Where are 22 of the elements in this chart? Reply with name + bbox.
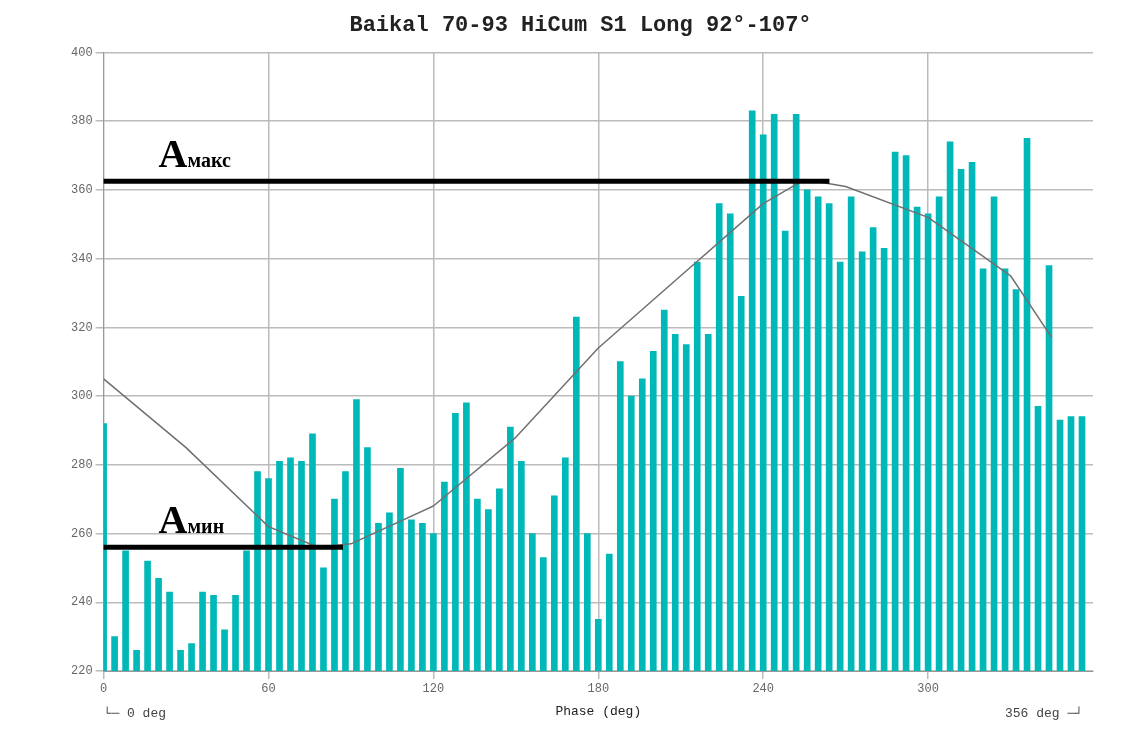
y-tick-label: 300 <box>70 389 93 404</box>
y-tick-label: 380 <box>70 114 93 129</box>
chart-title: Baikal 70-93 HiCum S1 Long 92°-107° <box>349 12 812 38</box>
x-tick-label: 60 <box>261 682 276 697</box>
x-tick-label: 180 <box>587 682 610 697</box>
ref-line-label: Aмин <box>158 497 225 543</box>
y-tick-label: 400 <box>70 45 93 60</box>
x-tick-label: 240 <box>752 682 775 697</box>
x-tick-label: 0 <box>100 682 108 697</box>
y-tick-label: 240 <box>70 595 93 610</box>
y-tick-label: 260 <box>70 526 93 541</box>
x-tick-label: 300 <box>917 682 939 697</box>
y-tick-label: 280 <box>70 457 93 472</box>
y-tick-label: 340 <box>70 251 93 266</box>
x-tick-label: 120 <box>422 682 445 697</box>
text: 356 deg ─┘ <box>1004 705 1083 721</box>
y-tick-label: 360 <box>70 183 93 198</box>
text: └─ 0 deg <box>103 705 167 721</box>
y-tick-label: 220 <box>70 664 93 679</box>
ref-line-label: Aмакс <box>158 131 231 177</box>
x-axis-title: Phase (deg) <box>555 703 642 719</box>
y-tick-label: 320 <box>70 320 93 335</box>
